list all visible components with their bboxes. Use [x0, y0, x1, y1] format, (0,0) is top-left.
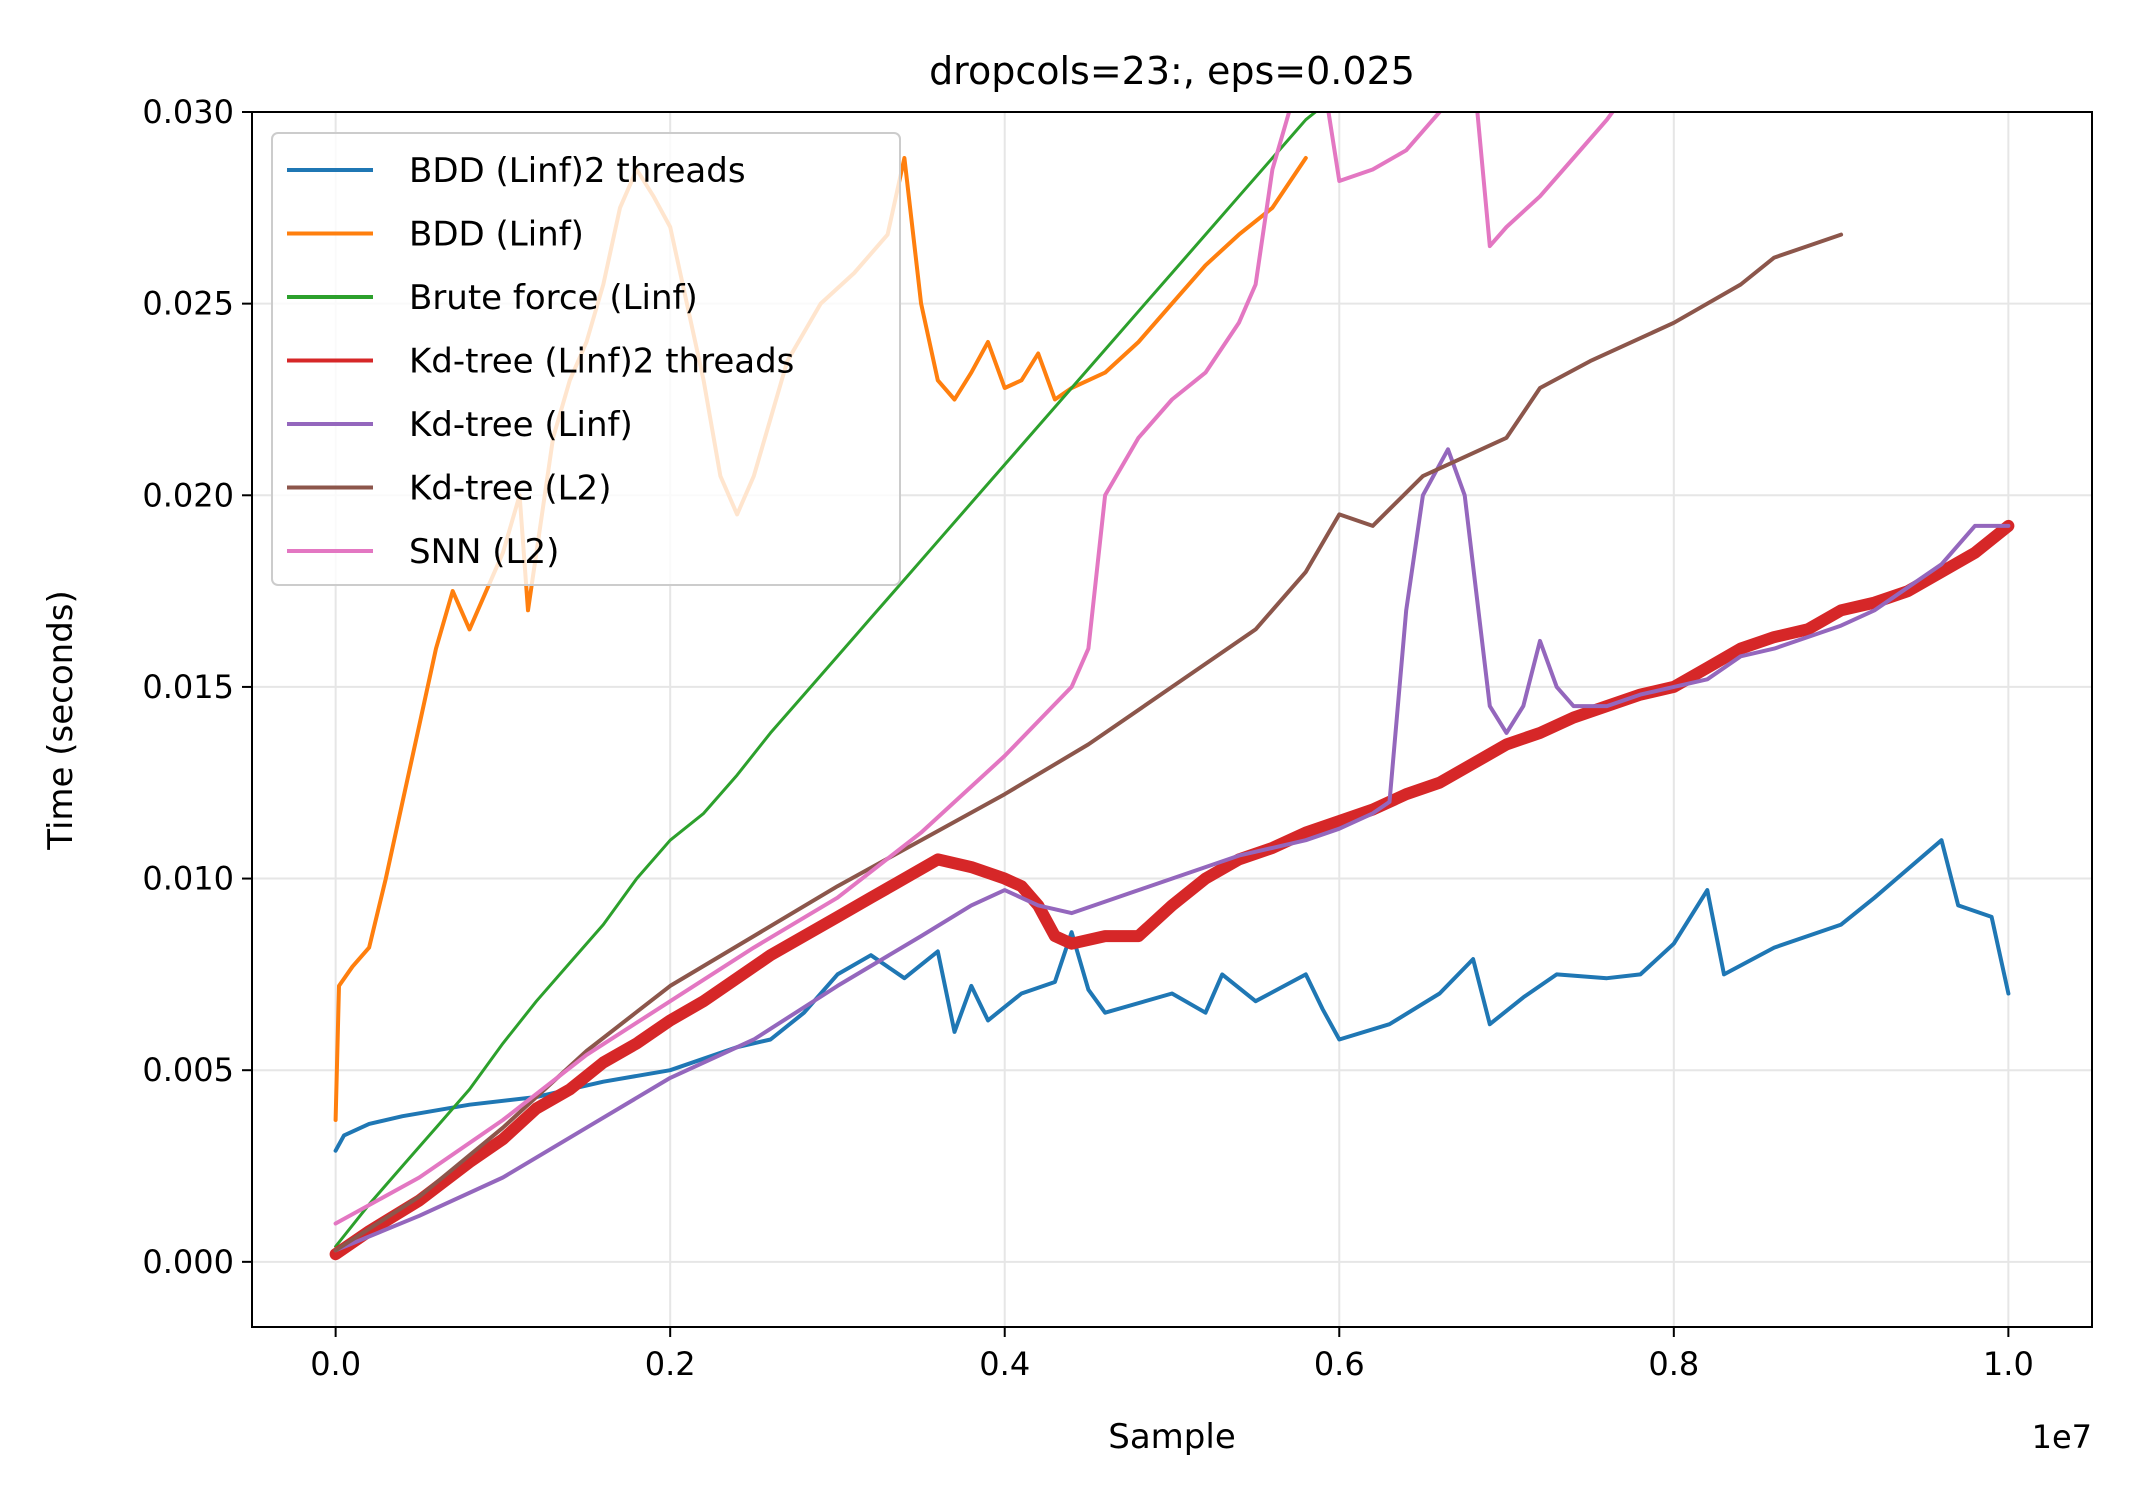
y-tick-label: 0.025 [142, 285, 234, 323]
legend-entry: BDD (Linf) [409, 215, 584, 255]
chart-title: dropcols=23:, eps=0.025 [929, 49, 1415, 93]
y-tick-label: 0.005 [142, 1051, 234, 1089]
legend-entry: SNN (L2) [409, 532, 559, 572]
legend-entry: Kd-tree (L2) [409, 469, 611, 509]
series-line [333, 232, 1844, 1253]
series-line [329, 519, 2015, 1261]
series-line [333, 447, 2011, 1253]
y-axis: 0.000 0.005 0.010 0.015 0.020 0.025 0.030 [142, 93, 252, 1281]
x-tick-label: 0.2 [645, 1345, 696, 1383]
x-tick-label: 0.4 [979, 1345, 1030, 1383]
y-tick-label: 0.015 [142, 668, 234, 706]
x-tick-label: 0.6 [1314, 1345, 1365, 1383]
legend-entry: BDD (Linf)2 threads [409, 151, 746, 191]
x-axis: 0.0 0.2 0.4 0.6 0.8 1.0 [310, 1327, 2034, 1383]
legend: BDD (Linf)2 threads BDD (Linf) Brute force… [271, 132, 901, 586]
x-axis-offset-text: 1e7 [2032, 1418, 2092, 1456]
x-tick-label: 0.0 [310, 1345, 361, 1383]
y-tick-label: 0.020 [142, 476, 234, 514]
series-layer [329, 112, 2015, 1261]
series-line [334, 112, 1318, 1248]
legend-entry: Brute force (Linf) [409, 278, 698, 318]
legend-entry: Kd-tree (Linf) [409, 405, 633, 445]
x-tick-label: 1.0 [1983, 1345, 2034, 1383]
legend-box [271, 132, 901, 586]
x-axis-label: Sample [1108, 1417, 1235, 1457]
y-axis-label: Time (seconds) [41, 590, 81, 851]
legend-entry: Kd-tree (Linf)2 threads [409, 342, 794, 382]
plot-frame [251, 111, 2093, 1328]
y-tick-label: 0.000 [142, 1243, 234, 1281]
y-tick-label: 0.010 [142, 860, 234, 898]
series-line [333, 838, 2011, 1153]
series-line [333, 112, 1615, 1226]
y-tick-label: 0.030 [142, 93, 234, 131]
x-tick-label: 0.8 [1648, 1345, 1699, 1383]
